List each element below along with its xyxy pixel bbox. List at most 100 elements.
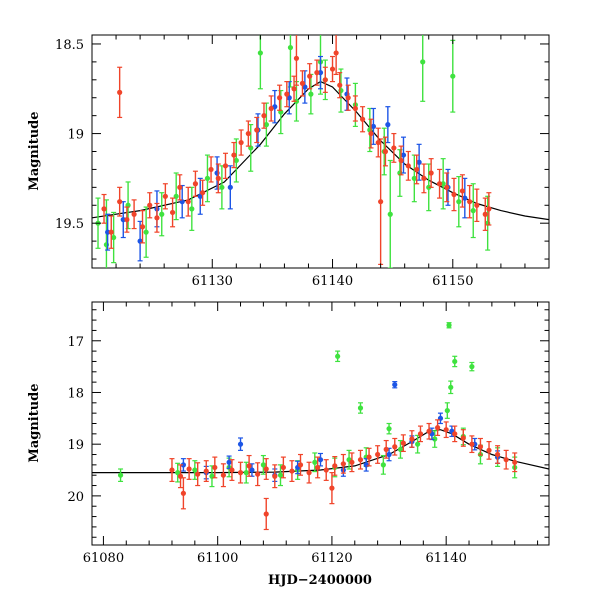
top-green-marker [143,229,149,235]
top-red-marker [482,211,488,217]
bottom-red-point [469,435,475,454]
bottom-blue-marker [237,441,244,447]
bottom-red-marker [186,466,192,472]
top-red-point [314,59,320,86]
top-green-point [159,192,165,237]
bottom-green-point [243,461,249,484]
top-blue-point [105,213,111,251]
bottom-red-marker [229,467,235,473]
bottom-panel: 61080 61100 61120 61140 17 18 19 20 Magnitude H… [27,301,550,588]
top-green-point [189,186,195,231]
bottom-series-red [169,419,518,531]
bottom-red-point [426,422,432,440]
bottom-red-point [392,437,398,456]
top-red-point [467,184,473,219]
bottom-blue-point [317,452,324,467]
bottom-green-point [260,454,266,475]
bottom-red-marker [469,441,475,447]
top-red-marker [108,229,114,235]
top-red-point [307,63,313,90]
bottom-red-marker [306,470,312,476]
bottom-green-marker [452,358,458,365]
top-red-point [482,197,488,231]
bottom-red-marker [323,467,329,473]
top-red-marker [222,163,229,169]
top-blue-point [416,143,422,181]
top-red-marker [467,199,473,205]
top-green-marker [308,91,314,97]
top-red-marker [414,166,420,173]
bottom-red-point [297,453,304,476]
top-red-point [299,70,306,97]
bottom-green-marker [117,472,124,478]
bottom-green-point [192,460,198,480]
top-red-marker [382,148,389,155]
bottom-red-marker [263,511,269,517]
top-red-marker [139,224,146,230]
bottom-blue-marker [363,462,369,468]
bottom-red-marker [392,444,398,450]
top-green-point [257,35,263,90]
bottom-red-point [237,461,244,484]
top-blue-point [317,55,324,90]
bottom-green-point [446,322,452,329]
bottom-red-marker [512,459,518,465]
top-green-marker [189,206,195,212]
bottom-red-point [263,497,269,531]
top-green-marker [204,175,211,181]
bottom-green-point [312,452,318,473]
top-green-point [411,154,417,203]
bottom-green-marker [243,470,249,476]
top-green-point [440,158,446,210]
top-red-point [359,106,366,133]
bottom-red-marker [426,428,432,434]
bottom-red-point [409,430,415,448]
top-red-marker [486,206,492,212]
top-red-marker [208,166,214,173]
bottom-green-marker [260,462,266,468]
top-red-point [428,158,434,188]
top-green-point [204,154,211,203]
top-red-marker [307,73,313,79]
bottom-red-marker [409,436,415,442]
top-green-point [219,165,225,210]
bottom-green-point [415,434,421,454]
top-blue-marker [400,152,407,158]
bottom-red-marker [357,457,364,463]
top-red-marker [117,89,123,95]
bottom-blue-marker [249,467,255,473]
bottom-green-marker [448,384,454,390]
bottom-red-marker [460,435,466,441]
bottom-red-point [220,463,226,488]
bottom-green-marker [397,446,404,452]
bottom-red-point [315,456,321,479]
top-red-marker [162,193,168,199]
top-red-marker [215,175,221,181]
top-plot-area [92,35,549,268]
bottom-red-marker [203,468,209,474]
bottom-red-point [255,462,261,487]
top-blue-marker [370,123,377,130]
bottom-red-marker [280,464,286,471]
top-x-tick-label: 61130 [192,274,233,289]
bottom-y-axis-label: Magnitude [27,383,42,462]
bottom-blue-marker [317,457,324,463]
bottom-red-point [503,449,509,470]
top-series-red [101,35,492,266]
bottom-red-point [212,456,218,479]
top-green-point [387,159,393,268]
bottom-red-marker [366,454,372,460]
top-panel: 61130 61140 61150 18.5 19 19.5 Magnitude [27,34,550,289]
top-red-point [459,174,466,208]
top-green-marker [450,73,456,79]
top-red-marker [359,116,366,122]
top-red-point [474,188,480,222]
bottom-green-point [386,422,392,435]
top-red-point [333,35,339,76]
top-blue-point [272,89,278,124]
top-axes: 61130 61140 61150 18.5 19 19.5 [55,35,550,289]
top-red-marker [398,157,404,164]
bottom-series-blue [180,381,501,483]
bottom-red-point [169,458,175,483]
bottom-x-tick-label: 61080 [83,551,124,566]
